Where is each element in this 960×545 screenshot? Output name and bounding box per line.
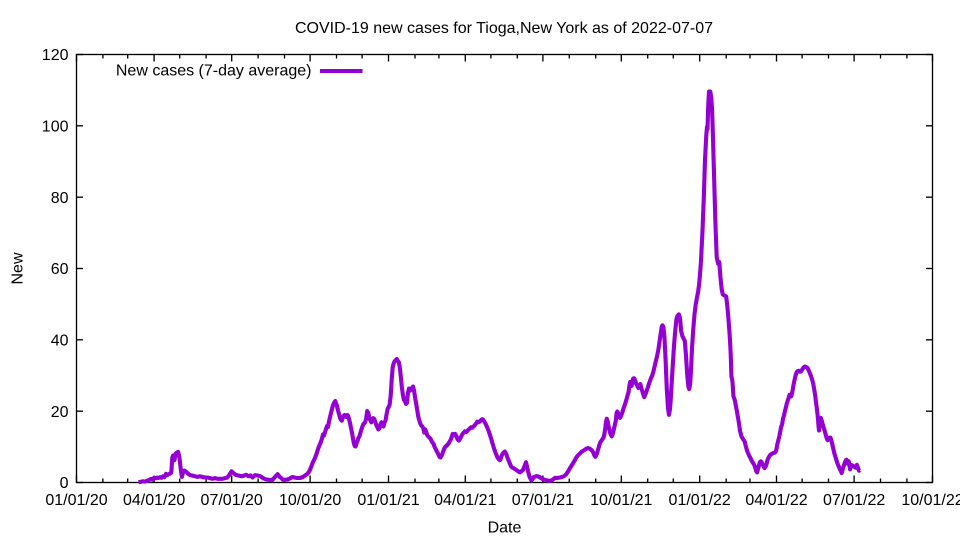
svg-text:04/01/21: 04/01/21 [434, 492, 496, 509]
svg-text:60: 60 [51, 261, 69, 278]
svg-text:01/01/20: 01/01/20 [45, 492, 107, 509]
svg-text:Date: Date [488, 520, 522, 537]
svg-text:20: 20 [51, 404, 69, 421]
svg-text:04/01/22: 04/01/22 [745, 492, 807, 509]
svg-text:10/01/20: 10/01/20 [279, 492, 341, 509]
svg-text:10/01/21: 10/01/21 [590, 492, 652, 509]
svg-text:04/01/20: 04/01/20 [123, 492, 185, 509]
svg-text:COVID-19 new cases for Tioga,N: COVID-19 new cases for Tioga,New York as… [295, 20, 713, 37]
svg-text:120: 120 [42, 47, 69, 64]
svg-text:10/01/22: 10/01/22 [901, 492, 960, 509]
svg-text:0: 0 [60, 475, 69, 492]
svg-text:07/01/22: 07/01/22 [823, 492, 885, 509]
svg-text:80: 80 [51, 190, 69, 207]
svg-text:New: New [10, 252, 27, 284]
svg-text:100: 100 [42, 119, 69, 136]
svg-text:01/01/22: 01/01/22 [669, 492, 731, 509]
svg-text:07/01/20: 07/01/20 [201, 492, 263, 509]
svg-text:07/01/21: 07/01/21 [512, 492, 574, 509]
svg-text:01/01/21: 01/01/21 [357, 492, 419, 509]
svg-text:40: 40 [51, 333, 69, 350]
svg-text:New cases (7-day average): New cases (7-day average) [116, 63, 312, 80]
